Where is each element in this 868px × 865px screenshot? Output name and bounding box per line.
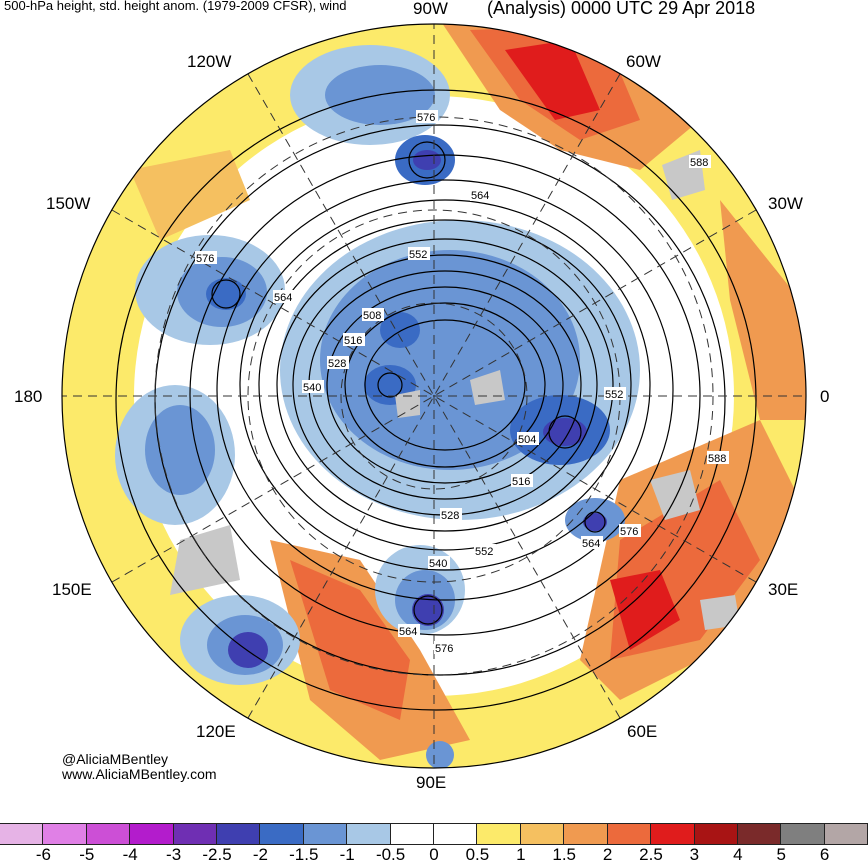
- colorbar-tick-label: -2.5: [202, 845, 232, 864]
- lon-label-120w: 120W: [187, 52, 232, 71]
- contour-label: 516: [344, 335, 362, 347]
- contour-label: 588: [690, 157, 708, 169]
- colorbar-cell: [823, 823, 868, 845]
- contour-label: 504: [518, 434, 536, 446]
- contour-label: 540: [303, 382, 321, 394]
- height-contours: [115, 89, 757, 711]
- credit-handle: @AliciaMBentley: [62, 751, 169, 767]
- colorbar-tick-label: -1.5: [289, 845, 319, 864]
- colorbar-tick-label: -5: [79, 845, 95, 864]
- colorbar-tick-label: 1.5: [552, 845, 577, 864]
- lon-label-150w: 150W: [46, 194, 91, 213]
- colorbar-tick-label: -2: [252, 845, 268, 864]
- colorbar-cell: [476, 823, 521, 845]
- contour-label: 576: [435, 643, 453, 655]
- colorbar-cell: [259, 823, 304, 845]
- lon-label-90e: 90E: [416, 773, 447, 792]
- chart-title: 500-hPa height, std. height anom. (1979-…: [4, 0, 347, 13]
- lon-label-120e: 120E: [196, 722, 236, 741]
- contour-labels: 576 564 552 508 516 528 540 576 564 552 …: [195, 110, 729, 655]
- contour-label: 552: [409, 249, 427, 261]
- contour-label: 564: [274, 292, 292, 304]
- colorbar-cell: [606, 823, 652, 845]
- colorbar-cell: [780, 823, 825, 845]
- lon-label-30w: 30W: [768, 194, 803, 213]
- contour-label: 552: [605, 389, 623, 401]
- colorbar-cell: [302, 823, 348, 845]
- colorbar-cell: [563, 823, 608, 845]
- colorbar-cell: [736, 823, 782, 845]
- credit-website: www.AliciaMBentley.com: [62, 766, 217, 782]
- contour-label: 564: [399, 626, 417, 638]
- contour-label: 588: [708, 453, 726, 465]
- colorbar-cell: [389, 823, 435, 845]
- colorbar-tick-label: 0: [429, 845, 439, 864]
- contour-label: 508: [363, 310, 381, 322]
- lon-label-60w: 60W: [626, 52, 661, 71]
- colorbar-ticks: -6 -5 -4 -3 -2.5 -2 -1.5 -1 -0.5 0 0.5 1 1.5 2 2.5 3 4 5 6: [0, 845, 868, 865]
- contour-label: 516: [512, 476, 530, 488]
- colorbar-tick-label: -4: [122, 845, 138, 864]
- colorbar-cell: [650, 823, 695, 845]
- contour-label: 564: [582, 538, 600, 550]
- colorbar-tick-label: 1: [516, 845, 526, 864]
- colorbar-tick-label: 3: [689, 845, 700, 864]
- colorbar-cell: [216, 823, 261, 845]
- colorbar-cell: [85, 823, 131, 845]
- colorbar-cell: [693, 823, 738, 845]
- lon-label-150e: 150E: [52, 580, 92, 599]
- contour-label: 528: [441, 510, 459, 522]
- contour-label: 552: [475, 546, 493, 558]
- lon-label-180: 180: [14, 387, 43, 406]
- contour-label: 528: [328, 358, 346, 370]
- contour-label: 576: [417, 112, 435, 124]
- analysis-time: (Analysis) 0000 UTC 29 Apr 2018: [487, 0, 756, 18]
- colorbar-tick-label: -0.5: [375, 845, 406, 864]
- contour-label: 576: [620, 526, 638, 538]
- contour-label: 564: [471, 190, 489, 202]
- contour-label: 540: [429, 558, 447, 570]
- colorbar-tick-label: 0.5: [465, 845, 490, 864]
- contour-label: 576: [196, 253, 214, 265]
- colorbar-tick-label: 5: [776, 845, 786, 864]
- lon-label-30e: 30E: [768, 580, 799, 599]
- colorbar-tick-label: 2.5: [639, 845, 663, 864]
- colorbar-tick-label: -3: [166, 845, 182, 864]
- colorbar-tick-label: 4: [733, 845, 743, 864]
- lon-label-60e: 60E: [627, 722, 658, 741]
- map-border: [61, 23, 807, 769]
- colorbar-tick-label: 6: [819, 845, 830, 864]
- colorbar-tick-label: -6: [35, 845, 51, 864]
- colorbar-tick-label: 2: [602, 845, 613, 864]
- colorbar-cell: [129, 823, 174, 845]
- colorbar-cell: [42, 823, 87, 845]
- colorbar-cell: [0, 823, 44, 845]
- lon-label-90w: 90W: [413, 0, 448, 18]
- colorbar-cell: [433, 823, 478, 845]
- colorbar: [0, 823, 868, 845]
- colorbar-cell: [172, 823, 218, 845]
- colorbar-cell: [346, 823, 391, 845]
- colorbar-tick-label: -1: [339, 845, 355, 864]
- colorbar-cell: [519, 823, 565, 845]
- lon-label-0: 0: [820, 387, 830, 406]
